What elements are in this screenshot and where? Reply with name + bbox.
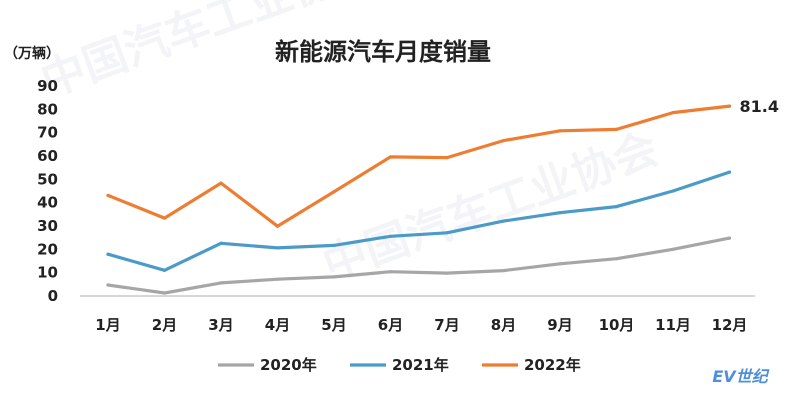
data-point — [275, 277, 280, 281]
data-point — [162, 291, 167, 295]
y-tick-label: 80 — [37, 100, 58, 118]
y-tick-label: 20 — [37, 240, 58, 258]
source-logo-text: EV世纪 — [712, 367, 769, 386]
series-line-2021年 — [106, 170, 732, 272]
x-tick-label: 9月 — [547, 316, 572, 334]
data-point — [727, 170, 732, 174]
x-tick-label: 5月 — [321, 316, 346, 334]
legend-label: 2021年 — [392, 356, 449, 374]
data-label: 81.4 — [740, 97, 779, 116]
data-point — [332, 190, 336, 194]
data-point — [106, 193, 110, 198]
chart-title: 新能源汽车月度销量 — [275, 38, 491, 66]
series-lines — [106, 104, 732, 295]
data-point — [445, 271, 449, 275]
x-tick-label: 10月 — [599, 316, 635, 334]
y-axis-unit-label: （万辆） — [4, 45, 60, 62]
data-point — [614, 257, 619, 261]
data-point — [388, 234, 393, 238]
data-point — [558, 262, 562, 266]
data-point — [501, 139, 506, 143]
data-point — [727, 104, 732, 108]
data-point — [671, 247, 675, 251]
data-point — [558, 211, 562, 215]
data-point — [332, 243, 336, 247]
series-line-2020年 — [106, 236, 732, 295]
y-axis-ticks: 0 10 20 30 40 50 60 70 80 90 — [37, 77, 58, 305]
y-tick-label: 40 — [37, 194, 58, 212]
data-point — [219, 281, 223, 285]
x-axis-ticks: 1月 2月 3月 4月 5月 6月 7月 8月 9月 10月 11月 12月 — [95, 316, 747, 334]
data-point — [671, 189, 675, 193]
x-tick-label: 2月 — [152, 316, 177, 334]
data-point — [501, 219, 506, 223]
data-point — [558, 129, 562, 133]
data-point — [106, 283, 110, 287]
data-point — [388, 155, 393, 159]
data-point — [219, 181, 223, 185]
y-tick-label: 90 — [37, 77, 58, 95]
data-point — [445, 156, 449, 160]
data-point — [671, 111, 675, 115]
x-tick-label: 3月 — [208, 316, 233, 334]
x-tick-label: 1月 — [95, 316, 120, 334]
data-point — [614, 205, 619, 209]
y-tick-label: 50 — [37, 170, 58, 188]
x-tick-label: 11月 — [655, 316, 691, 334]
data-point — [727, 236, 732, 240]
data-point — [388, 270, 393, 274]
y-tick-label: 10 — [37, 264, 58, 282]
data-point — [275, 246, 280, 250]
x-tick-label: 7月 — [434, 316, 459, 334]
data-point — [162, 216, 167, 220]
x-tick-label: 4月 — [265, 316, 290, 334]
x-tick-label: 12月 — [712, 316, 748, 334]
data-point — [219, 241, 223, 245]
data-point — [501, 268, 506, 273]
series-line-2022年 — [106, 104, 732, 228]
data-point — [275, 224, 280, 228]
x-tick-label: 6月 — [378, 316, 403, 334]
legend: 2020年 2021年 2022年 — [218, 356, 581, 374]
data-point — [445, 231, 449, 235]
y-tick-label: 70 — [37, 124, 58, 142]
data-point — [162, 268, 167, 272]
y-tick-label: 30 — [37, 217, 58, 235]
x-tick-label: 8月 — [491, 316, 516, 334]
data-point — [106, 252, 110, 256]
y-tick-label: 60 — [37, 147, 58, 165]
data-point — [332, 275, 336, 279]
data-point — [614, 127, 619, 131]
data-labels: 81.4 — [740, 97, 779, 116]
y-tick-label: 0 — [48, 287, 58, 305]
legend-label: 2022年 — [524, 356, 581, 374]
legend-label: 2020年 — [260, 356, 317, 374]
